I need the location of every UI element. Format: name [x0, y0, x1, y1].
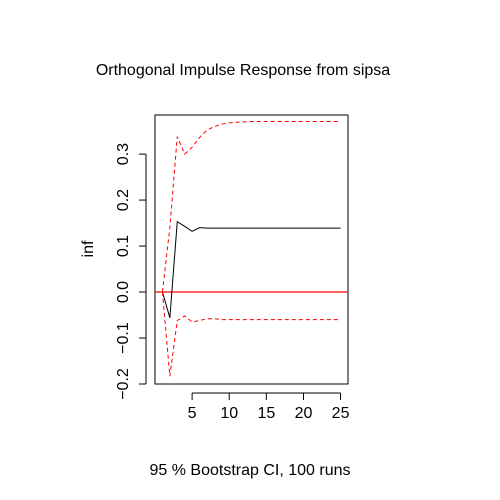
y-tick-label: 0.0	[115, 281, 132, 303]
y-tick-label: −0.1	[115, 322, 132, 354]
plot-frame	[154, 114, 349, 385]
x-tick-label: 20	[295, 405, 313, 422]
x-tick-label: 10	[220, 405, 238, 422]
y-axis-label: inf	[80, 240, 97, 257]
series-line-upper	[161, 120, 341, 293]
x-axis-label: 95 % Bootstrap CI, 100 runs	[150, 462, 351, 479]
x-tick-label: 15	[257, 405, 275, 422]
x-tick-label: 25	[332, 405, 350, 422]
chart-title: Orthogonal Impulse Response from sipsa	[96, 62, 390, 79]
plot-area: 5 10 15 20 25 −0.2 −0.1 0.0 0.1 0.2 0.3	[115, 114, 350, 422]
y-tick-label: 0.1	[115, 235, 132, 257]
series-line-irf	[161, 220, 341, 318]
series-line-lower	[161, 291, 341, 377]
y-tick-label: −0.2	[115, 368, 132, 400]
x-tick-label: 5	[188, 405, 197, 422]
y-tick-label: 0.2	[115, 189, 132, 211]
y-tick-label: 0.3	[115, 143, 132, 165]
